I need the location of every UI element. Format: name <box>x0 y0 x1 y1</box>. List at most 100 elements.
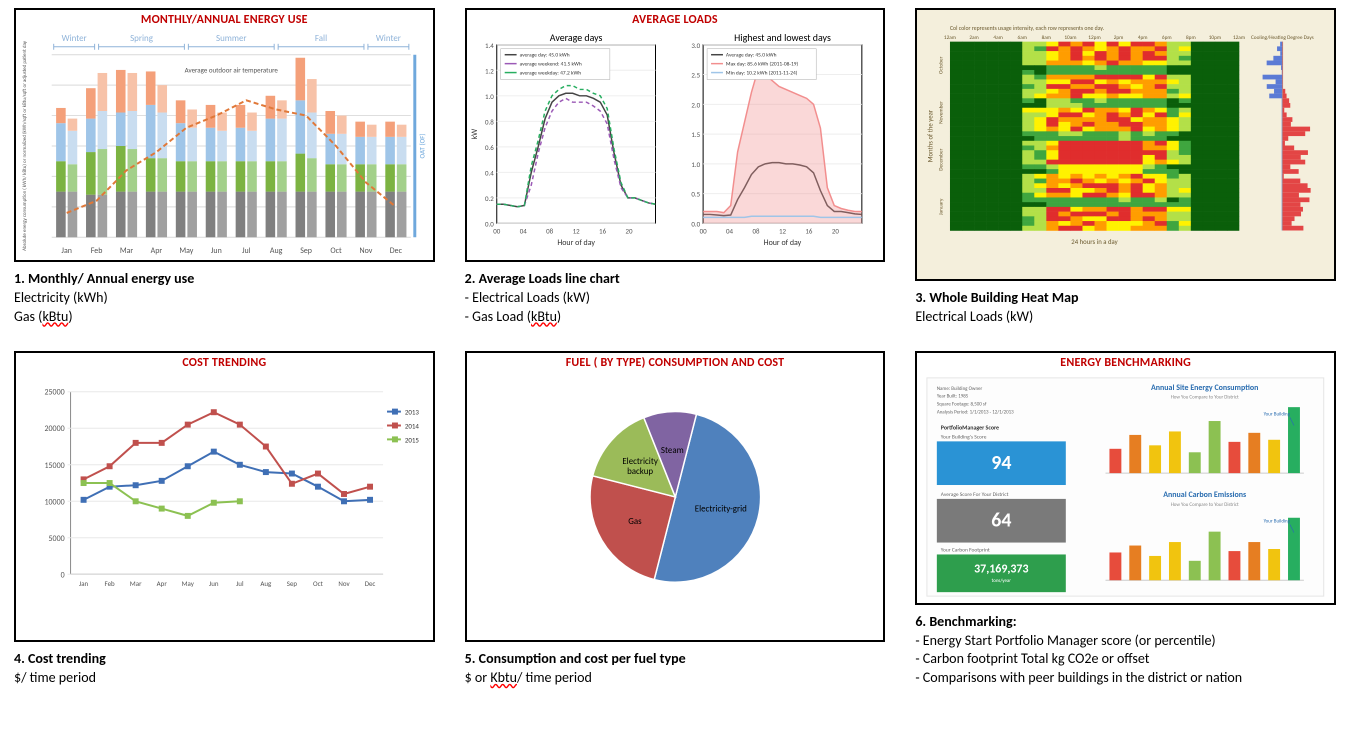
svg-text:Jul: Jul <box>236 579 244 588</box>
svg-text:00: 00 <box>699 226 707 235</box>
svg-text:May: May <box>182 579 195 588</box>
panel-average-loads: AVERAGE LOADS Average days0.00.20.40.60.… <box>465 8 886 262</box>
svg-text:2am: 2am <box>970 35 979 41</box>
svg-text:January: January <box>939 198 945 215</box>
caption4-l2: $/ time period <box>14 669 435 688</box>
svg-text:Mar: Mar <box>120 246 134 256</box>
svg-text:Sep: Sep <box>287 579 298 588</box>
svg-text:10pm: 10pm <box>1209 35 1221 41</box>
svg-text:kW: kW <box>470 129 480 140</box>
svg-text:0.2: 0.2 <box>485 194 494 203</box>
svg-text:16: 16 <box>599 226 607 235</box>
svg-text:Year Built: 1985: Year Built: 1985 <box>937 393 969 399</box>
svg-text:October: October <box>939 56 945 74</box>
svg-text:Min day: 10.2 kWh (2011-11-24): Min day: 10.2 kWh (2011-11-24) <box>726 70 798 77</box>
caption-3: 3. Whole Building Heat Map Electrical Lo… <box>915 289 1336 327</box>
panel-monthly-energy: MONTHLY/ANNUAL ENERGY USE WinterSpringSu… <box>14 8 435 262</box>
svg-text:12pm: 12pm <box>1089 35 1101 41</box>
svg-text:20: 20 <box>832 226 840 235</box>
svg-text:Mar: Mar <box>130 579 142 588</box>
svg-text:10am: 10am <box>1065 35 1077 41</box>
caption6-l2: - Energy Start Portfolio Manager score (… <box>915 632 1336 651</box>
svg-text:64: 64 <box>992 508 1012 532</box>
svg-text:average weekend: 41.5 kWh: average weekend: 41.5 kWh <box>519 62 581 68</box>
svg-text:Hour of day: Hour of day <box>557 238 595 248</box>
cell-6: ENERGY BENCHMARKING Name: Building Owner… <box>915 351 1336 689</box>
svg-text:Square Footage: 8,500 sf: Square Footage: 8,500 sf <box>937 401 987 407</box>
svg-text:Cooling/Heating Degree Days: Cooling/Heating Degree Days <box>1251 35 1314 41</box>
caption-2: 2. Average Loads line chart - Electrical… <box>465 270 886 327</box>
svg-text:Annual Carbon Emissions: Annual Carbon Emissions <box>1164 490 1247 500</box>
svg-text:Name: Building Owner: Name: Building Owner <box>937 385 983 391</box>
svg-text:1.4: 1.4 <box>485 41 494 50</box>
svg-text:5000: 5000 <box>49 533 65 543</box>
dashboard-grid: MONTHLY/ANNUAL ENERGY USE WinterSpringSu… <box>14 8 1336 688</box>
svg-text:4pm: 4pm <box>1138 35 1148 41</box>
panel-benchmarking: ENERGY BENCHMARKING Name: Building Owner… <box>915 351 1336 605</box>
svg-text:Your Building: Your Building <box>1264 518 1291 524</box>
svg-text:20: 20 <box>625 226 633 235</box>
svg-text:Steam: Steam <box>661 446 684 456</box>
svg-text:Your Carbon Footprint: Your Carbon Footprint <box>941 547 990 553</box>
svg-text:Annual Site Energy Consumption: Annual Site Energy Consumption <box>1151 382 1258 392</box>
caption4-head: 4. Cost trending <box>14 650 435 669</box>
cell-2: AVERAGE LOADS Average days0.00.20.40.60.… <box>465 8 886 327</box>
svg-text:04: 04 <box>519 226 527 235</box>
svg-text:How You Compare to Your Distri: How You Compare to Your District <box>1171 394 1239 400</box>
caption1-l3: Gas (kBtu) <box>14 308 435 327</box>
caption-4: 4. Cost trending $/ time period <box>14 650 435 688</box>
svg-text:Aug: Aug <box>260 579 272 588</box>
svg-text:6pm: 6pm <box>1162 35 1172 41</box>
svg-text:Aug: Aug <box>270 246 283 256</box>
svg-text:37,169,373: 37,169,373 <box>974 562 1028 576</box>
svg-text:Average days: Average days <box>549 32 602 44</box>
svg-text:Absolute energy consumption (: Absolute energy consumption ( kWh/ kBtu)… <box>21 40 28 251</box>
caption2-l2: - Electrical Loads (kW) <box>465 289 886 308</box>
svg-text:0.6: 0.6 <box>485 143 494 152</box>
svg-text:Jun: Jun <box>211 246 222 256</box>
svg-text:24 hours in a day: 24 hours in a day <box>1072 238 1118 246</box>
panel1-title: MONTHLY/ANNUAL ENERGY USE <box>16 10 433 28</box>
svg-text:08: 08 <box>546 226 554 235</box>
svg-text:00: 00 <box>493 226 501 235</box>
svg-text:Electricity-grid: Electricity-grid <box>694 504 746 514</box>
svg-text:2013: 2013 <box>405 407 420 416</box>
svg-text:Dec: Dec <box>365 579 376 588</box>
svg-text:Col color represents usage int: Col color represents usage intensity, ea… <box>950 24 1105 32</box>
svg-text:Oct: Oct <box>313 579 324 588</box>
panel4-title: COST TRENDING <box>16 353 433 371</box>
svg-text:25000: 25000 <box>45 387 65 397</box>
svg-text:Highest and lowest days: Highest and lowest days <box>734 32 831 44</box>
cell-5: FUEL ( BY TYPE) CONSUMPTION AND COST Ele… <box>465 351 886 689</box>
caption5-l2: $ or Kbtu/ time period <box>465 669 886 688</box>
svg-text:Apr: Apr <box>157 579 168 588</box>
svg-text:3.0: 3.0 <box>691 41 700 50</box>
svg-text:Feb: Feb <box>105 579 116 588</box>
svg-text:12: 12 <box>779 226 787 235</box>
svg-text:12am: 12am <box>1233 35 1245 41</box>
caption2-head: 2. Average Loads line chart <box>465 270 886 289</box>
svg-text:2pm: 2pm <box>1114 35 1124 41</box>
svg-text:10000: 10000 <box>45 497 65 507</box>
svg-text:16: 16 <box>805 226 813 235</box>
caption-6: 6. Benchmarking: - Energy Start Portfoli… <box>915 613 1336 689</box>
svg-text:2014: 2014 <box>405 421 420 430</box>
svg-text:2015: 2015 <box>405 435 420 444</box>
caption5-head: 5. Consumption and cost per fuel type <box>465 650 886 669</box>
svg-text:0.4: 0.4 <box>485 168 494 177</box>
svg-text:December: December <box>939 148 945 170</box>
svg-text:8am: 8am <box>1042 35 1051 41</box>
svg-text:2.0: 2.0 <box>691 100 700 109</box>
svg-text:2.5: 2.5 <box>691 71 700 80</box>
svg-text:Fall: Fall <box>315 34 327 44</box>
svg-text:Months of the year: Months of the year <box>927 109 935 162</box>
svg-text:average weekday: 47.2 kWh: average weekday: 47.2 kWh <box>519 71 581 77</box>
caption6-head: 6. Benchmarking: <box>915 613 1336 632</box>
svg-text:Max day: 85.6 kWh (2011-08-19): Max day: 85.6 kWh (2011-08-19) <box>726 61 799 68</box>
svg-text:Average outdoor air temperatur: Average outdoor air temperature <box>185 66 279 75</box>
svg-text:Average day: 45.0 kWh: Average day: 45.0 kWh <box>726 53 777 59</box>
svg-text:Sep: Sep <box>300 246 312 256</box>
svg-text:Dec: Dec <box>390 246 403 256</box>
svg-text:Hour of day: Hour of day <box>763 238 801 248</box>
svg-text:4am: 4am <box>994 35 1003 41</box>
